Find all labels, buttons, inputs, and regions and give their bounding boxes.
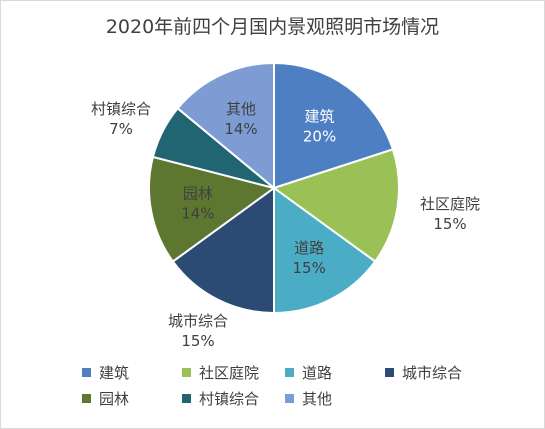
slice-label-value: 15%	[181, 332, 214, 350]
pie-slice-0	[273, 61, 395, 190]
slice-label-value: 14%	[224, 120, 257, 138]
slice-label-4: 园林 14%	[181, 185, 214, 223]
slice-label-name: 园林	[183, 185, 213, 203]
slice-label-name: 道路	[294, 239, 324, 257]
slice-label-5: 村镇综合 7%	[91, 100, 151, 138]
slice-label-3: 城市综合 15%	[168, 312, 228, 350]
slice-label-name: 其他	[226, 100, 256, 118]
slice-label-0: 建筑 20%	[303, 107, 336, 145]
slice-label-1: 社区庭院 15%	[420, 195, 480, 233]
pie-slice-3	[171, 186, 275, 315]
pie-slice-4	[148, 155, 277, 263]
slice-label-value: 14%	[181, 205, 214, 223]
pie-slice-1	[271, 148, 400, 263]
slice-label-name: 城市综合	[168, 312, 228, 330]
slice-label-value: 15%	[433, 215, 466, 233]
pie-slice-2	[273, 186, 377, 315]
slice-label-value: 20%	[303, 127, 336, 145]
pie-slice-6	[176, 61, 275, 191]
slice-label-6: 其他 14%	[224, 100, 257, 138]
slice-label-2: 道路 15%	[293, 239, 326, 277]
chart-title: 2020年前四个月国内景观照明市场情况	[105, 16, 440, 38]
slice-label-name: 社区庭院	[420, 195, 480, 213]
slice-label-name: 村镇综合	[91, 100, 151, 118]
slice-label-name: 建筑	[305, 107, 335, 125]
slice-label-value: 7%	[109, 120, 133, 138]
slice-label-value: 15%	[293, 259, 326, 277]
